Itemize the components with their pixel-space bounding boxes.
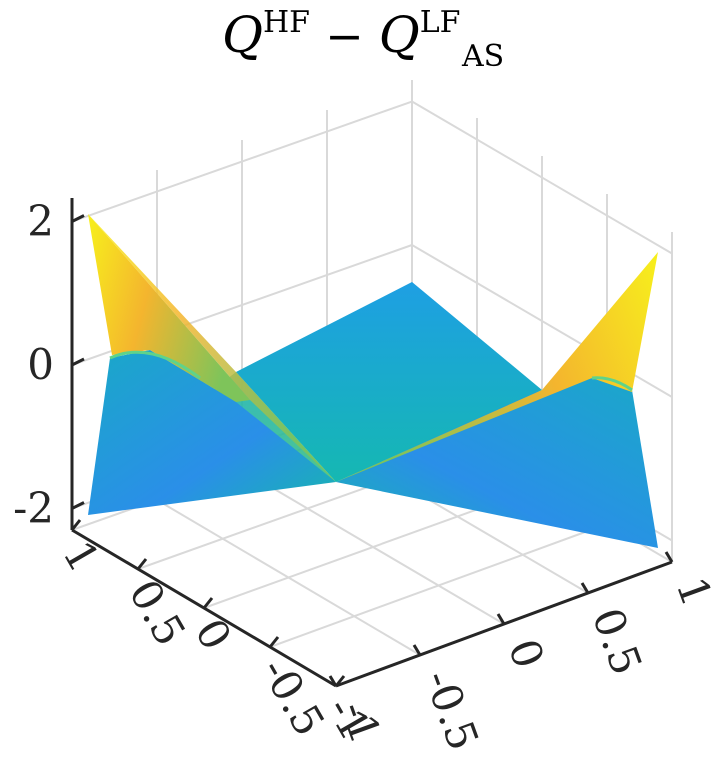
- svg-text:QHF − QLF: QHF − QLF: [222, 5, 460, 64]
- floor-grid-line: [269, 523, 608, 648]
- y-tick-label: 0.5: [119, 572, 195, 654]
- x-tick-mark: [580, 582, 590, 594]
- y-tick-mark: [334, 675, 346, 687]
- z-tick-mark: [71, 357, 85, 367]
- surface-left-ribbon: [88, 214, 250, 402]
- surface-right-lower: [336, 378, 658, 548]
- y-tick-mark: [268, 636, 280, 648]
- title-rhs: Q: [379, 6, 420, 64]
- y-tick-mark: [136, 558, 148, 570]
- surface-left-ribbon-top: [88, 214, 336, 482]
- x-tick-mark: [412, 644, 422, 656]
- z-tick-label: 0: [27, 340, 54, 389]
- surface-back-patch: [236, 282, 542, 482]
- x-tick-label: -0.5: [415, 664, 489, 757]
- x-tick-mark: [328, 675, 338, 687]
- z-tick-mark: [71, 501, 85, 510]
- x-tick-label: 0: [499, 633, 554, 675]
- x-tick-label: 1: [667, 571, 722, 613]
- title-lhs: Q: [222, 6, 263, 64]
- x-tick-mark: [496, 613, 506, 625]
- surface-left-lower: [88, 350, 336, 515]
- wall-grid-line: [411, 100, 673, 255]
- title-rhs-sup: LF: [420, 5, 461, 40]
- title-lhs-sup: HF: [263, 5, 310, 40]
- y-tick-label: 1: [53, 533, 109, 581]
- floor-grid-line: [241, 469, 505, 625]
- y-tick-label: -0.5: [251, 650, 334, 745]
- x-tick-label: 0.5: [583, 602, 652, 682]
- y-tick-mark: [70, 519, 82, 531]
- y-tick-mark: [202, 597, 214, 609]
- chart-title: QHF − QLF AS: [222, 5, 504, 74]
- z-tick-mark: [71, 214, 85, 223]
- x-tick-mark: [664, 551, 674, 563]
- surface: [88, 214, 658, 548]
- surface-right-ribbon: [336, 252, 658, 482]
- surface-left-rim: [109, 350, 201, 380]
- y-tick-label: 0: [185, 611, 241, 659]
- z-tick-label: 2: [27, 197, 54, 246]
- title-operator: −: [325, 9, 364, 63]
- z-tick-label: -2: [13, 483, 54, 532]
- surface-right-rim: [591, 376, 633, 392]
- title-rhs-sub: AS: [461, 39, 504, 74]
- wall-grid-line: [71, 100, 413, 223]
